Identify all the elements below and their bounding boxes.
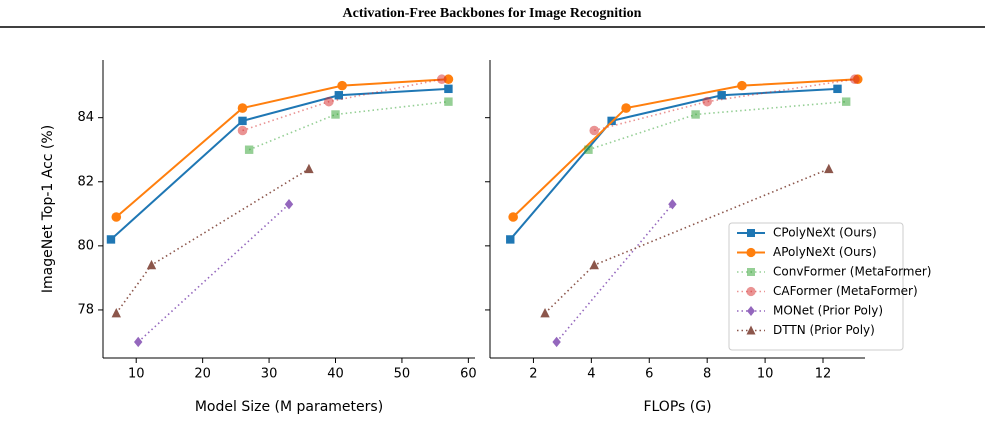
marker [621,103,631,113]
y-tick-label: 82 [77,174,94,189]
legend-label: ConvFormer (MetaFormer) [773,265,932,279]
marker [841,97,851,106]
x-axis-label: FLOPs (G) [643,399,711,415]
x-tick-label: 20 [194,367,211,382]
legend-marker [746,247,756,258]
legend-label: DTTN (Prior Poly) [773,323,875,337]
y-tick-label: 78 [77,302,94,317]
marker [850,74,860,85]
legend-marker [747,268,755,276]
series-line [509,87,838,241]
marker [244,145,254,154]
x-tick-label: 40 [327,367,344,382]
x-tick-label: 12 [815,367,832,382]
marker [737,80,747,91]
legend-box [728,222,904,351]
x-tick-label: 10 [757,367,774,382]
marker [508,212,518,222]
x-tick-label: 4 [587,367,595,382]
y-axis-label: ImageNet Top-1 Acc (%) [40,125,56,293]
marker [833,84,842,94]
marker [284,198,294,210]
marker [589,125,600,136]
x-tick-label: 60 [460,367,477,382]
series-line [594,78,855,132]
marker [717,91,726,100]
marker [324,96,334,107]
marker [589,259,599,270]
marker [668,198,677,210]
marker [106,235,116,244]
marker [824,163,834,174]
x-tick-label: 6 [645,367,653,382]
x-tick-label: 50 [394,367,411,382]
marker [443,74,454,85]
marker [237,103,248,113]
legend-label: CAFormer (MetaFormer) [773,284,918,298]
marker [134,336,143,348]
page-title: Activation-Free Backbones for Image Reco… [343,6,642,21]
marker [111,307,121,318]
marker [337,80,347,91]
marker [540,307,550,318]
y-tick-label: 84 [77,110,94,125]
series-line [248,100,449,151]
x-tick-label: 10 [128,367,145,382]
series-line [110,87,449,241]
legend-label: MONet (Prior Poly) [773,304,883,318]
marker [304,163,314,174]
y-tick-label: 80 [77,238,94,253]
x-tick-label: 2 [529,367,537,382]
marker [444,97,453,106]
marker [436,74,447,85]
marker [691,110,700,119]
series-line [512,78,858,218]
series-line [115,168,310,314]
series-line [115,78,449,218]
legend-marker [746,286,756,297]
marker [331,110,340,119]
x-axis-label: Model Size (M parameters) [195,399,383,415]
x-tick-label: 30 [261,367,278,382]
marker [552,336,561,348]
x-tick-label: 8 [703,367,711,382]
marker [111,212,122,222]
legend-marker [747,229,755,237]
marker [238,116,247,126]
marker [237,125,248,136]
legend-label: CPolyNeXt (Ours) [773,226,877,240]
marker [584,145,593,154]
legend-marker [746,325,756,335]
marker [444,84,453,94]
legend-marker [747,306,755,316]
series-line [137,203,290,343]
marker [146,259,157,270]
marker [506,235,515,244]
marker [702,96,712,107]
marker [334,91,344,100]
legend-label: APolyNeXt (Ours) [773,245,877,259]
series-line [555,203,674,343]
